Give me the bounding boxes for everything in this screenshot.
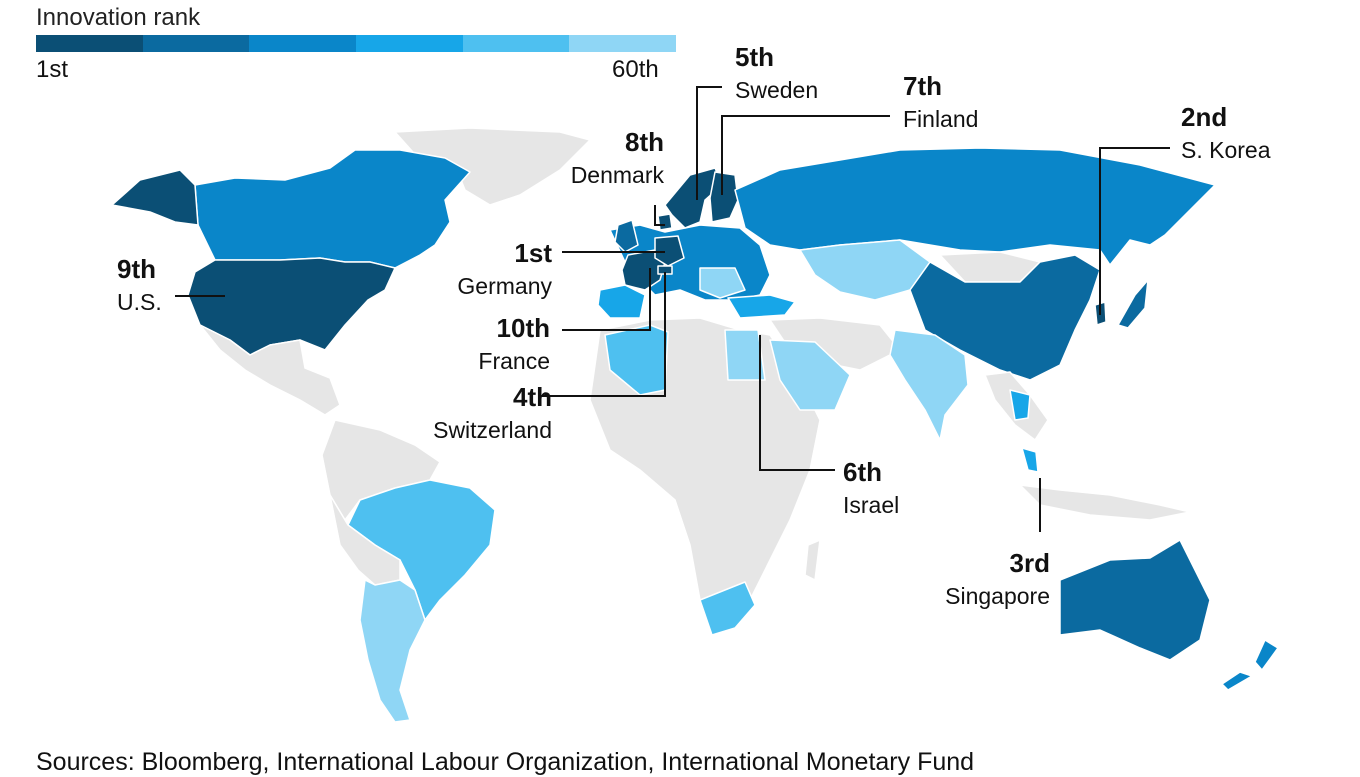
callout-finland-rank: 7th — [903, 71, 942, 101]
region-turkey — [727, 294, 796, 319]
callout-switzerland-rank: 4th — [513, 382, 552, 412]
callout-singapore: 3rd Singapore — [918, 550, 1050, 608]
legend-low-label: 1st — [36, 56, 69, 83]
region-australia — [1059, 539, 1211, 661]
callout-us-rank: 9th — [117, 254, 156, 284]
legend-title: Innovation rank — [36, 4, 201, 31]
leader-line-france — [562, 268, 651, 331]
region-thailand — [1009, 389, 1031, 421]
legend-swatch-2 — [142, 35, 250, 52]
region-denmark — [657, 213, 673, 231]
region-iberia — [597, 284, 646, 319]
legend-swatch-3 — [249, 35, 357, 52]
legend-swatch-6 — [569, 35, 677, 52]
leader-line-denmark — [654, 205, 665, 226]
callout-korea-country: S. Korea — [1181, 137, 1271, 163]
callout-singapore-country: Singapore — [945, 583, 1050, 609]
region-switzerland — [657, 265, 673, 275]
region-malaysia — [1021, 447, 1039, 473]
region-egypt — [724, 329, 766, 381]
callout-france: 10th France — [430, 315, 550, 373]
region-russia — [734, 147, 1216, 266]
callout-france-country: France — [478, 348, 550, 374]
callout-denmark: 8th Denmark — [540, 129, 664, 187]
region-finland — [709, 171, 739, 223]
callout-israel-rank: 6th — [843, 457, 882, 487]
region-norway-sweden — [664, 167, 723, 229]
legend-swatch-4 — [356, 35, 463, 52]
region-alaska — [111, 169, 199, 226]
region-canada — [194, 149, 471, 269]
leader-line-israel — [759, 335, 835, 471]
callout-switzerland: 4th Switzerland — [400, 384, 552, 442]
region-us — [187, 257, 396, 356]
callout-korea: 2nd S. Korea — [1181, 104, 1271, 162]
callout-israel-country: Israel — [843, 492, 900, 518]
legend-swatch-1 — [36, 35, 143, 52]
callout-denmark-rank: 8th — [625, 127, 664, 157]
callout-denmark-country: Denmark — [570, 162, 664, 188]
leader-line-switzerland — [540, 272, 666, 397]
region-saudi-arabia — [769, 339, 851, 411]
callout-korea-rank: 2nd — [1181, 102, 1228, 132]
leader-line-finland — [721, 115, 890, 195]
legend-high-label: 60th — [612, 56, 659, 83]
region-indonesia — [1019, 484, 1191, 521]
region-china — [909, 254, 1101, 381]
callout-switzerland-country: Switzerland — [433, 417, 552, 443]
callout-germany-country: Germany — [457, 273, 552, 299]
callout-finland: 7th Finland — [903, 73, 978, 131]
region-argentina-chile — [359, 579, 426, 723]
callout-sweden: 5th Sweden — [735, 44, 818, 102]
source-note: Sources: Bloomberg, International Labour… — [36, 748, 975, 776]
leader-line-sweden — [696, 86, 722, 200]
callout-sweden-country: Sweden — [735, 77, 819, 103]
region-mexico-central-america — [199, 324, 341, 416]
region-uk — [614, 219, 639, 253]
callout-us-country: U.S. — [117, 289, 162, 315]
callout-finland-country: Finland — [903, 106, 979, 132]
callout-singapore-rank: 3rd — [1009, 548, 1050, 578]
region-japan — [1117, 279, 1149, 329]
leader-line-korea — [1099, 147, 1170, 315]
region-eastern-europe — [699, 267, 746, 299]
region-new-zealand — [1221, 639, 1279, 691]
region-south-africa — [699, 581, 756, 636]
callout-germany-rank: 1st — [514, 238, 552, 268]
callout-israel: 6th Israel — [843, 459, 899, 517]
region-germany — [654, 235, 685, 267]
callout-france-rank: 10th — [496, 313, 550, 343]
legend-color-scale — [36, 35, 677, 52]
region-india — [889, 329, 969, 441]
region-peru-bolivia — [329, 494, 401, 586]
legend-swatch-5 — [462, 35, 570, 52]
region-madagascar — [804, 539, 821, 581]
callout-sweden-rank: 5th — [735, 42, 774, 72]
callout-germany: 1st Germany — [430, 240, 552, 298]
callout-us: 9th U.S. — [117, 256, 162, 314]
